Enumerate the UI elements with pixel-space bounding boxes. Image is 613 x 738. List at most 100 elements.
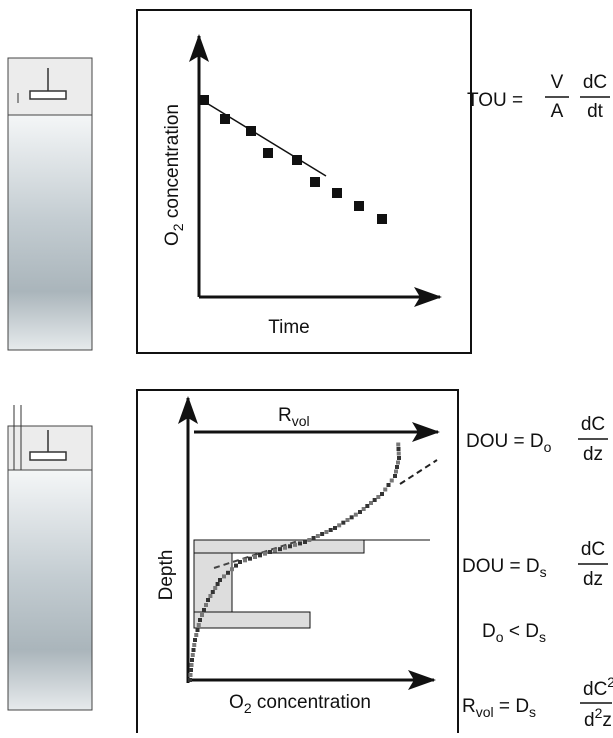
point bbox=[396, 451, 401, 456]
point bbox=[397, 456, 401, 460]
point bbox=[380, 492, 384, 496]
svg-text:TOU =: TOU = bbox=[467, 90, 523, 111]
point bbox=[202, 608, 206, 612]
point bbox=[268, 550, 272, 554]
point bbox=[332, 188, 342, 198]
point bbox=[292, 155, 302, 165]
point bbox=[263, 148, 273, 158]
point bbox=[307, 538, 312, 542]
svg-text:DOU = Do: DOU = Do bbox=[466, 431, 552, 455]
inequality: Do < Ds bbox=[482, 621, 546, 645]
point bbox=[243, 558, 247, 563]
point bbox=[188, 673, 193, 677]
point bbox=[396, 442, 401, 447]
point bbox=[283, 545, 287, 550]
panel-frame bbox=[136, 389, 459, 736]
y-label: Depth bbox=[156, 550, 177, 601]
layers bbox=[193, 539, 430, 629]
point bbox=[234, 563, 238, 568]
svg-text:dC2: dC2 bbox=[583, 674, 613, 700]
svg-text:dC: dC bbox=[581, 539, 605, 560]
point bbox=[222, 574, 226, 579]
point bbox=[369, 501, 373, 505]
point bbox=[190, 658, 194, 662]
point bbox=[226, 570, 230, 575]
svg-text:d2z: d2z bbox=[584, 705, 612, 731]
svg-text:DOU = Ds: DOU = Ds bbox=[462, 556, 547, 580]
point bbox=[273, 548, 277, 553]
point bbox=[396, 460, 400, 465]
point bbox=[383, 487, 388, 492]
svg-text:dz: dz bbox=[583, 444, 603, 465]
point bbox=[358, 510, 362, 514]
point bbox=[389, 478, 394, 483]
point bbox=[196, 623, 201, 627]
point bbox=[198, 618, 202, 622]
point bbox=[193, 638, 197, 642]
point bbox=[194, 633, 199, 637]
chamber-top bbox=[7, 57, 93, 351]
point bbox=[208, 594, 213, 598]
point bbox=[200, 613, 204, 617]
svg-text:dC: dC bbox=[583, 72, 607, 93]
svg-text:dC: dC bbox=[581, 414, 605, 435]
point bbox=[218, 578, 222, 582]
point bbox=[263, 551, 267, 556]
point bbox=[258, 553, 262, 558]
point bbox=[365, 504, 370, 508]
point bbox=[376, 495, 381, 499]
point bbox=[337, 523, 342, 528]
point bbox=[246, 126, 256, 136]
point bbox=[310, 177, 320, 187]
point bbox=[303, 540, 307, 544]
point bbox=[320, 532, 325, 536]
point bbox=[393, 474, 397, 478]
svg-text:dt: dt bbox=[587, 101, 604, 122]
point bbox=[361, 507, 366, 511]
point bbox=[192, 643, 197, 647]
point bbox=[195, 628, 200, 632]
point bbox=[345, 518, 350, 522]
point bbox=[372, 498, 377, 502]
point bbox=[204, 603, 208, 607]
data-points bbox=[199, 95, 387, 224]
point bbox=[293, 542, 297, 547]
trend-line bbox=[199, 98, 327, 177]
x-label: Time bbox=[268, 317, 310, 338]
point bbox=[215, 582, 220, 586]
svg-text:dz: dz bbox=[583, 569, 603, 590]
point bbox=[190, 653, 195, 657]
point bbox=[395, 465, 399, 469]
point bbox=[386, 483, 391, 487]
point bbox=[311, 536, 316, 540]
point bbox=[288, 544, 292, 549]
point bbox=[324, 530, 329, 534]
point bbox=[230, 567, 234, 572]
equation-dou-2: DOU = Ds dC dz bbox=[462, 539, 608, 590]
equation-dou-1: DOU = Do dC dz bbox=[466, 414, 608, 465]
point bbox=[278, 547, 282, 552]
point bbox=[377, 214, 387, 224]
point bbox=[396, 447, 401, 451]
y-label: O2 concentration bbox=[162, 104, 186, 246]
point bbox=[298, 541, 302, 546]
point bbox=[210, 590, 215, 594]
chamber-bottom bbox=[7, 405, 93, 711]
equation-rvol: Rvol = Ds dC2 d2z bbox=[462, 674, 613, 731]
gradient-line bbox=[399, 459, 438, 485]
point bbox=[341, 520, 346, 525]
point bbox=[328, 528, 333, 532]
point bbox=[189, 668, 193, 672]
x-label: O2 concentration bbox=[229, 692, 371, 716]
top-axis-label: Rvol bbox=[278, 405, 310, 429]
point bbox=[199, 95, 209, 105]
point bbox=[248, 556, 252, 561]
point bbox=[353, 512, 358, 517]
svg-text:V: V bbox=[551, 72, 564, 93]
svg-text:A: A bbox=[551, 101, 564, 122]
profile bbox=[188, 442, 401, 682]
equation-tou: TOU = V A dC dt bbox=[467, 72, 610, 122]
point bbox=[394, 469, 398, 474]
point bbox=[238, 560, 242, 564]
